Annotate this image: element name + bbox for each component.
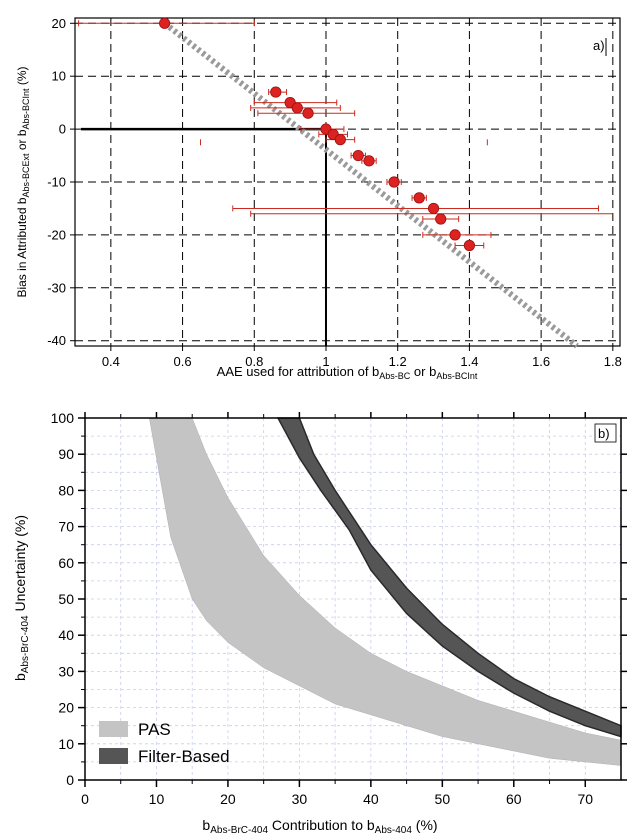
y-tick-label: 70 bbox=[58, 519, 74, 535]
legend-label-pas: PAS bbox=[138, 720, 171, 739]
data-point bbox=[270, 86, 282, 98]
panel-b-chart: 0 10 20 30 40 50 60 70 0 10 20 30 40 50 60 70 80 90 100 b)… bbox=[12, 410, 627, 836]
panel-a-chart: 0.4 0.6 0.8 1 1.2 1.4 1.6 1.820100-10-20-30-40 … bbox=[15, 16, 622, 381]
x-tick-label: 50 bbox=[435, 791, 451, 807]
y-tick-label: 0 bbox=[59, 122, 66, 137]
x-tick-label: 70 bbox=[577, 791, 593, 807]
panel-a-ticks: 0.4 0.6 0.8 1 1.2 1.4 1.6 1.8 20 10 0 -10 -20 -30 -40 bbox=[47, 16, 622, 369]
y-tick-label: 20 bbox=[58, 700, 74, 716]
panel-a-plot-frame bbox=[74, 17, 621, 347]
x-tick-label: 30 bbox=[292, 791, 308, 807]
panel-b-y-axis-label: bAbs-BrC-404 Uncertainty (%) bbox=[12, 515, 31, 681]
panel-b-label-box bbox=[594, 423, 617, 443]
panel-a-points bbox=[159, 17, 476, 252]
y-tick-label: 20 bbox=[52, 16, 66, 31]
y-tick-label: 50 bbox=[58, 591, 74, 607]
band-pas bbox=[149, 417, 622, 766]
x-tick-label: 0.4 bbox=[102, 354, 120, 369]
y-tick-label: -40 bbox=[47, 333, 66, 348]
data-point bbox=[363, 155, 375, 167]
panel-b-bands bbox=[149, 417, 622, 766]
y-tick-label: 40 bbox=[58, 627, 74, 643]
data-point bbox=[291, 102, 303, 114]
x-tick-label: 20 bbox=[220, 791, 236, 807]
x-tick-label: 0.8 bbox=[245, 354, 263, 369]
panel-b-label: b) bbox=[598, 426, 610, 441]
legend-label-filter-based: Filter-Based bbox=[138, 747, 230, 766]
data-point bbox=[413, 192, 425, 204]
x-tick-label: 1.6 bbox=[532, 354, 550, 369]
y-tick-label: 30 bbox=[58, 663, 74, 679]
legend-swatch-filter-based bbox=[99, 748, 128, 764]
x-tick-label: 1.2 bbox=[389, 354, 407, 369]
panel-b-legend: PAS Filter-Based bbox=[99, 720, 230, 766]
y-tick-label: -10 bbox=[47, 175, 66, 190]
x-tick-label: 1 bbox=[322, 354, 329, 369]
data-point bbox=[435, 213, 447, 225]
panel-a-reference-lines bbox=[81, 127, 327, 346]
y-tick-label: 90 bbox=[58, 446, 74, 462]
panel-b-x-axis-label: bAbs-BrC-404 Contribution to bAbs-404 (%… bbox=[202, 817, 437, 836]
data-point bbox=[388, 176, 400, 188]
x-tick-label: 40 bbox=[363, 791, 379, 807]
panel-a-grid bbox=[75, 18, 620, 346]
y-tick-label: 10 bbox=[52, 69, 66, 84]
data-point bbox=[427, 202, 440, 215]
y-tick-label: -20 bbox=[47, 227, 66, 242]
y-tick-label: 10 bbox=[58, 736, 74, 752]
x-tick-label: 10 bbox=[149, 791, 165, 807]
x-tick-label: 0 bbox=[81, 791, 89, 807]
legend-swatch-pas bbox=[99, 721, 128, 737]
y-tick-label: 0 bbox=[66, 772, 74, 788]
panel-a-y-axis-label: Bias in Attributed bAbs-BCExt or bAbs-BC… bbox=[15, 66, 31, 297]
y-tick-label: 100 bbox=[51, 410, 75, 426]
data-point bbox=[159, 17, 171, 29]
panel-a-x-axis-label: AAE used for attribution of bAbs-BC or b… bbox=[217, 364, 478, 381]
data-point bbox=[463, 239, 476, 252]
x-tick-label: 60 bbox=[506, 791, 522, 807]
x-tick-label: 0.6 bbox=[174, 354, 192, 369]
data-point bbox=[449, 229, 461, 241]
data-point bbox=[302, 107, 314, 119]
data-point bbox=[352, 149, 364, 162]
y-tick-label: 80 bbox=[58, 482, 74, 498]
band-filter-based bbox=[276, 417, 622, 738]
y-tick-label: 60 bbox=[58, 555, 74, 571]
panel-a-label: a) bbox=[593, 38, 605, 53]
y-tick-label: -30 bbox=[47, 280, 66, 295]
x-tick-label: 1.8 bbox=[604, 354, 622, 369]
panel-b-plot-border bbox=[84, 417, 622, 781]
data-point bbox=[334, 134, 346, 146]
panel-b-ticks: 0 10 20 30 40 50 60 70 0 10 20 30 40 50 60 70 80 90 100 bbox=[51, 410, 627, 807]
x-tick-label: 1.4 bbox=[460, 354, 478, 369]
